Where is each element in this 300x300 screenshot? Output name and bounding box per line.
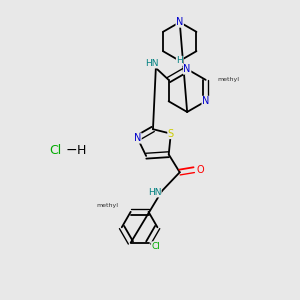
Text: methyl: methyl [218, 77, 240, 83]
Text: methyl: methyl [97, 203, 119, 208]
Text: N: N [184, 64, 191, 74]
Text: N: N [176, 17, 183, 27]
Text: H: H [76, 143, 86, 157]
Text: Cl: Cl [152, 242, 160, 251]
Text: Cl: Cl [49, 143, 61, 157]
Text: HN: HN [148, 188, 161, 197]
Text: O: O [197, 165, 204, 175]
Text: −: − [65, 143, 77, 157]
Text: N: N [202, 96, 209, 106]
Text: HN: HN [146, 59, 159, 68]
Text: N: N [134, 133, 141, 143]
Text: S: S [168, 129, 174, 139]
Text: H: H [176, 56, 183, 65]
